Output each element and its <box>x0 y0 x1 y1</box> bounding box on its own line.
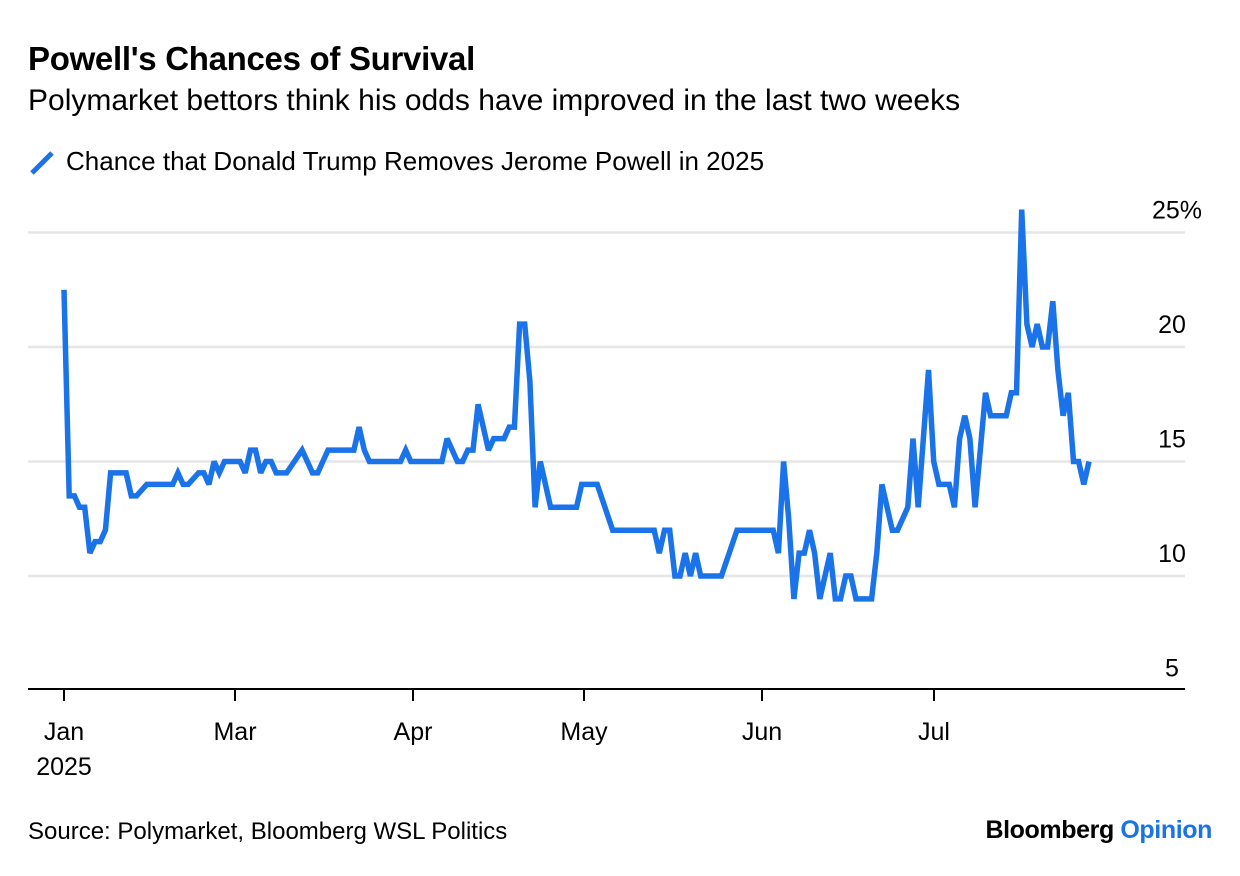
y-tick-label: 5 <box>1165 655 1179 683</box>
series-line-0 <box>61 209 1092 602</box>
brand-accent: Opinion <box>1120 816 1212 844</box>
y-tick-label: 15 <box>1158 426 1186 454</box>
chart-title: Powell's Chances of Survival <box>28 40 475 77</box>
y-tick-label: 10 <box>1158 540 1186 568</box>
chart-subtitle: Polymarket bettors think his odds have i… <box>28 84 961 117</box>
series-group <box>61 209 1092 602</box>
legend-label: Chance that Donald Trump Removes Jerome … <box>66 146 765 176</box>
legend-swatch-icon <box>30 150 54 175</box>
x-axis: Jan 2025 Mar Apr May Jun Jul <box>28 688 1185 781</box>
brand-main: Bloomberg <box>985 816 1114 844</box>
y-axis-ticks: 5 10 15 20 25% <box>1152 197 1202 683</box>
legend: Chance that Donald Trump Removes Jerome … <box>28 146 764 177</box>
gridlines <box>28 231 1185 578</box>
x-tick-label: Jan <box>44 718 84 746</box>
x-tick-label: Mar <box>213 718 256 746</box>
source-note: Source: Polymarket, Bloomberg WSL Politi… <box>28 818 508 845</box>
x-tick-label: May <box>560 718 608 746</box>
brand-logo: Bloomberg Opinion <box>985 816 1212 845</box>
x-tick-label: Jul <box>918 718 950 746</box>
y-tick-label: 25% <box>1152 197 1202 225</box>
x-tick-sublabel: 2025 <box>36 753 92 781</box>
x-tick-label: Apr <box>394 718 433 746</box>
x-tick-label: Jun <box>742 718 782 746</box>
y-tick-label: 20 <box>1158 311 1186 339</box>
